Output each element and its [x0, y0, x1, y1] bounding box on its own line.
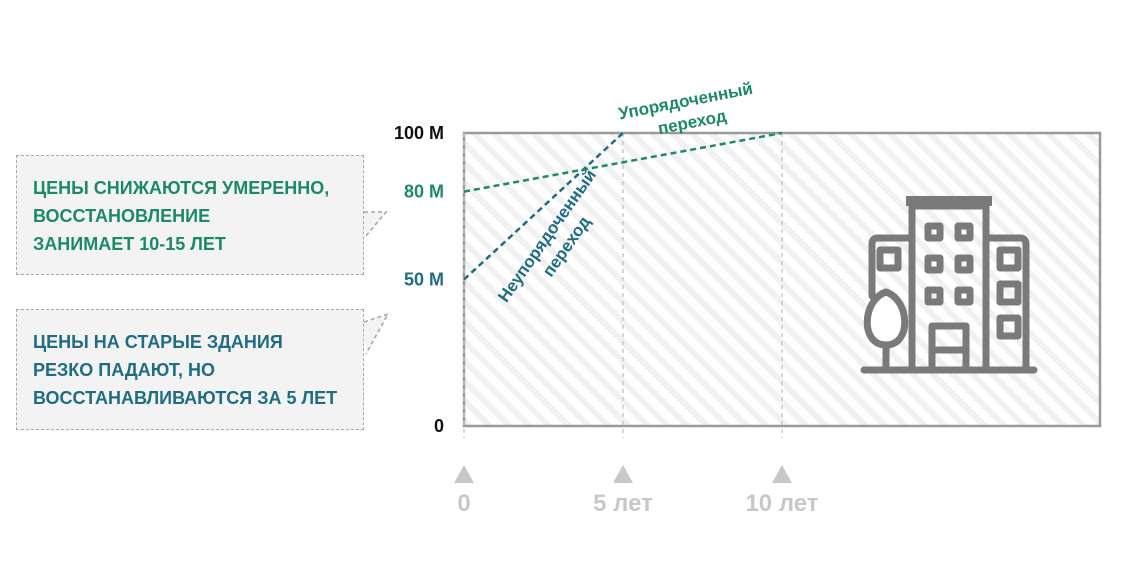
x-tick-marker — [772, 465, 792, 483]
callout-disordered: ЦЕНЫ НА СТАРЫЕ ЗДАНИЯ РЕЗКО ПАДАЮТ, НО В… — [16, 309, 364, 430]
building-icon — [860, 196, 1038, 374]
x-tick-marker — [613, 465, 633, 483]
x-tick-label: 0 — [457, 490, 470, 517]
series-ordered — [463, 131, 783, 193]
series-disordered — [463, 132, 624, 281]
y-tick-label: 100 M — [394, 123, 444, 143]
grid — [463, 133, 783, 438]
callout-ordered-tail — [364, 211, 388, 237]
y-tick-label: 0 — [434, 416, 444, 436]
x-tick-label: 10 лет — [745, 490, 818, 517]
callout-ordered: ЦЕНЫ СНИЖАЮТСЯ УМЕРЕННО, ВОССТАНОВЛЕНИЕ … — [16, 155, 364, 275]
series-layer — [463, 131, 783, 281]
callout-line: РЕЗКО ПАДАЮТ, НО — [33, 360, 216, 380]
y-axis: 0 50 M 80 M 100 M — [394, 123, 444, 436]
callout-line: ЦЕНЫ СНИЖАЮТСЯ УМЕРЕННО, — [33, 178, 330, 198]
callout-disordered-text: ЦЕНЫ НА СТАРЫЕ ЗДАНИЯ РЕЗКО ПАДАЮТ, НО В… — [33, 328, 337, 412]
x-axis: 0 5 лет 10 лет — [454, 465, 819, 517]
y-tick-label: 80 M — [404, 182, 444, 202]
callout-ordered-text: ЦЕНЫ СНИЖАЮТСЯ УМЕРЕННО, ВОССТАНОВЛЕНИЕ … — [33, 174, 329, 258]
x-tick-label: 5 лет — [593, 490, 653, 517]
callout-disordered-tail — [363, 312, 390, 355]
callout-line: ВОССТАНАВЛИВАЮТСЯ ЗА 5 ЛЕТ — [33, 388, 338, 408]
callout-line: ЗАНИМАЕТ 10-15 ЛЕТ — [33, 234, 226, 254]
callout-line: ЦЕНЫ НА СТАРЫЕ ЗДАНИЯ — [33, 332, 283, 352]
callout-line: ВОССТАНОВЛЕНИЕ — [33, 206, 211, 226]
x-tick-marker — [454, 465, 474, 483]
y-tick-label: 50 M — [404, 270, 444, 290]
